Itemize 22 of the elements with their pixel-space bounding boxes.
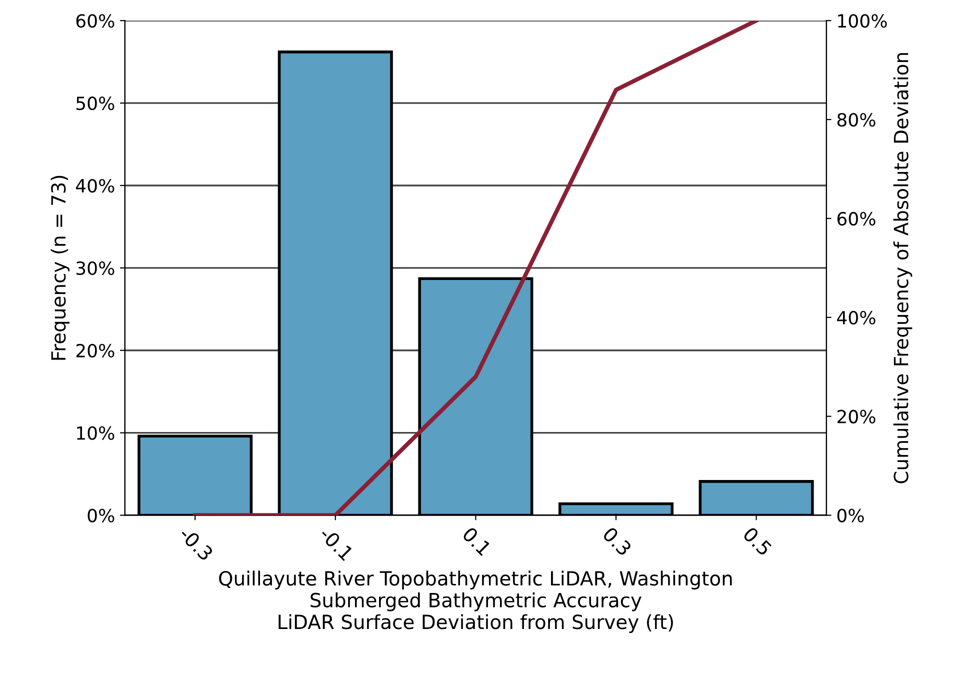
y2-tick-label: 100%	[838, 14, 887, 28]
x-tick-label: -0.1	[318, 526, 354, 562]
x-tick-label: 0.3	[602, 526, 632, 556]
y2-axis-title: Cumulative Frequency of Absolute Deviation	[893, 53, 912, 484]
y2-tick-label: 60%	[837, 212, 876, 226]
y-tick-label: 10%	[77, 426, 114, 440]
y-tick-label: 0%	[88, 508, 114, 522]
y2-tick-label: 20%	[838, 410, 876, 424]
line-series	[193, 20, 758, 516]
y2-tick-label: 80%	[837, 112, 876, 127]
x-tick-label: -0.3	[178, 526, 214, 562]
y-axis-title: Frequency (n = 73)	[50, 176, 70, 360]
y-tick-label: 30%	[76, 261, 114, 276]
x-tick-label: 0.5	[742, 526, 772, 556]
y-tick-label: 50%	[76, 96, 114, 110]
y2-tick-label: 0%	[837, 508, 864, 522]
y-tick-label: 20%	[76, 344, 114, 358]
y-tick-label: 60%	[76, 14, 114, 28]
x-axis-title: Quillayute River Topobathymetric LiDAR, Washington Submerged Bathymetric Accuracy LiDAR Surface Deviation from Survey (ft)	[219, 570, 732, 634]
y2-tick-label: 40%	[837, 310, 876, 325]
x-tick-label: 0.1	[462, 526, 492, 556]
y-tick-label: 40%	[76, 178, 114, 193]
